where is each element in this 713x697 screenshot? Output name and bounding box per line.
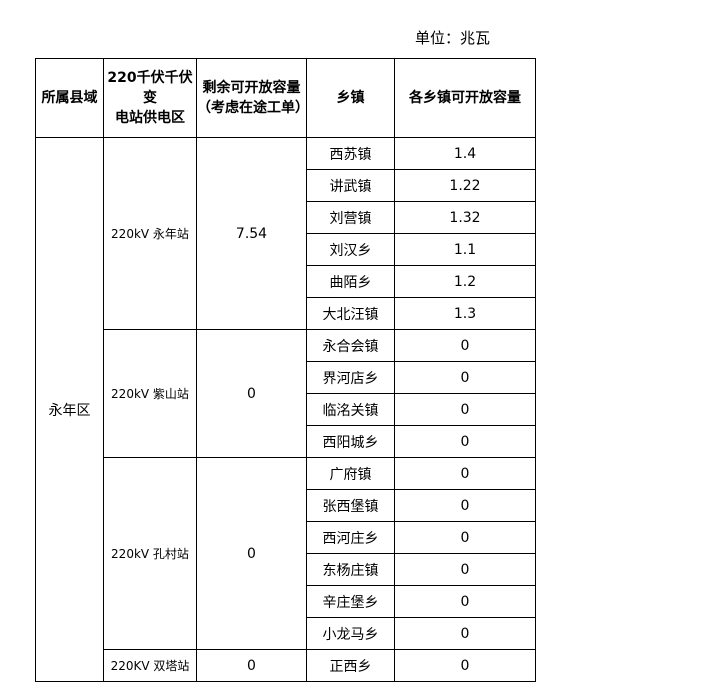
town-capacity-cell: 1.3 <box>394 297 536 330</box>
town-cell: 永合会镇 <box>306 329 395 362</box>
town-cell: 西阳城乡 <box>306 425 395 458</box>
table-row: 大北汪镇 1.3 <box>36 297 536 330</box>
remaining-capacity-cell: 7.54 <box>196 137 307 330</box>
table-row: 西阳城乡 0 <box>36 425 536 458</box>
table-row: 220KV 双塔站 0 正西乡 0 <box>36 649 536 682</box>
header-station-line1: 220千伏千伏变 <box>107 70 193 106</box>
station-cell: 220kV 孔村站 <box>103 457 197 650</box>
town-capacity-cell: 1.32 <box>394 201 536 234</box>
table-row: 界河店乡 0 <box>36 361 536 394</box>
station-cell: 220kV 永年站 <box>103 137 197 330</box>
header-town: 乡镇 <box>306 58 395 138</box>
town-cell: 西河庄乡 <box>306 521 395 554</box>
town-capacity-cell: 0 <box>394 457 536 490</box>
table-row: 220kV 孔村站 0 广府镇 0 <box>36 457 536 650</box>
county-cell: 永年区 <box>35 137 104 682</box>
town-cell: 讲武镇 <box>306 169 395 202</box>
table-row: 辛庄堡乡 0 <box>36 585 536 618</box>
town-capacity-cell: 0 <box>394 425 536 458</box>
table-row: 临洺关镇 0 <box>36 393 536 426</box>
remaining-capacity-cell: 0 <box>196 457 307 650</box>
town-cell: 正西乡 <box>306 649 395 682</box>
header-station-line2: 电站供电区 <box>115 110 185 126</box>
town-capacity-cell: 0 <box>394 521 536 554</box>
table-row: 永年区 220kV 永年站 7.54 西苏镇 1.4 <box>35 137 536 682</box>
town-cell: 大北汪镇 <box>306 297 395 330</box>
town-capacity-cell: 0 <box>394 617 536 650</box>
header-station: 220千伏千伏变电站供电区 <box>103 58 197 138</box>
remaining-capacity-cell: 0 <box>196 329 307 458</box>
town-cell: 辛庄堡乡 <box>306 585 395 618</box>
town-capacity-cell: 0 <box>394 393 536 426</box>
table-row: 东杨庄镇 0 <box>36 553 536 586</box>
station-cell: 220KV 双塔站 <box>103 649 197 682</box>
table-row: 张西堡镇 0 <box>36 489 536 522</box>
town-capacity-cell: 0 <box>394 553 536 586</box>
town-cell: 界河店乡 <box>306 361 395 394</box>
header-remaining: 剩余可开放容量 （考虑在途工单） <box>196 58 309 138</box>
table-row: 讲武镇 1.22 <box>36 169 536 202</box>
town-cell: 曲陌乡 <box>306 265 395 298</box>
town-cell: 东杨庄镇 <box>306 553 395 586</box>
table-row: 220kV 紫山站 0 永合会镇 0 <box>36 329 536 458</box>
station-cell: 220kV 紫山站 <box>103 329 197 458</box>
capacity-table: 所属县域 220千伏千伏变电站供电区 剩余可开放容量 （考虑在途工单） 乡镇 各乡… <box>35 58 536 682</box>
header-remaining-line2: （考虑在途工单） <box>197 100 309 116</box>
town-cell: 小龙马乡 <box>306 617 395 650</box>
town-capacity-cell: 1.4 <box>394 137 536 170</box>
header-town-capacity: 各乡镇可开放容量 <box>394 58 536 138</box>
table-row: 小龙马乡 0 <box>36 617 536 650</box>
town-capacity-cell: 0 <box>394 329 536 362</box>
town-cell: 刘汉乡 <box>306 233 395 266</box>
town-cell: 临洺关镇 <box>306 393 395 426</box>
town-capacity-cell: 0 <box>394 585 536 618</box>
town-cell: 广府镇 <box>306 457 395 490</box>
remaining-capacity-cell: 0 <box>196 649 307 682</box>
town-cell: 张西堡镇 <box>306 489 395 522</box>
table-row: 曲陌乡 1.2 <box>36 265 536 298</box>
town-capacity-cell: 1.2 <box>394 265 536 298</box>
header-county: 所属县域 <box>35 58 104 138</box>
town-capacity-cell: 0 <box>394 489 536 522</box>
header-row: 所属县域 220千伏千伏变电站供电区 剩余可开放容量 （考虑在途工单） 乡镇 各乡… <box>35 58 536 138</box>
table-row: 刘营镇 1.32 <box>36 201 536 234</box>
town-cell: 刘营镇 <box>306 201 395 234</box>
header-remaining-line1: 剩余可开放容量 <box>202 80 301 96</box>
town-cell: 西苏镇 <box>306 137 395 170</box>
town-capacity-cell: 1.22 <box>394 169 536 202</box>
town-capacity-cell: 1.1 <box>394 233 536 266</box>
unit-label: 单位：兆瓦 <box>415 29 491 47</box>
town-capacity-cell: 0 <box>394 361 536 394</box>
town-capacity-cell: 0 <box>394 649 536 682</box>
table-row: 刘汉乡 1.1 <box>36 233 536 266</box>
